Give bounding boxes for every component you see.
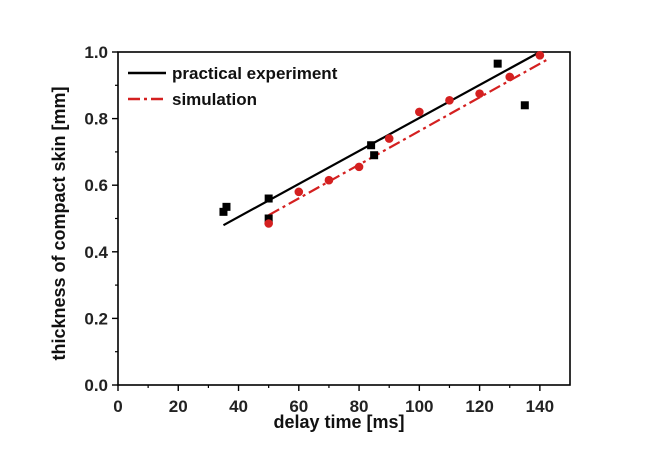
point-experiment bbox=[264, 194, 273, 203]
point-experiment bbox=[493, 59, 502, 68]
x-tick-label: 120 bbox=[465, 397, 493, 416]
axis-ticks: 0 20 40 60 80 100 120 140 0.0 0.2 0.4 0.6 0.8 1.0 bbox=[84, 43, 554, 416]
y-tick-label: 0.0 bbox=[84, 376, 108, 395]
x-tick-label: 60 bbox=[289, 397, 308, 416]
point-simulation bbox=[294, 187, 304, 197]
point-simulation bbox=[445, 95, 454, 105]
point-simulation bbox=[324, 175, 334, 185]
point-simulation bbox=[475, 89, 484, 98]
y-tick-label: 0.2 bbox=[84, 309, 108, 328]
point-simulation bbox=[384, 134, 394, 143]
point-simulation bbox=[354, 162, 364, 172]
point-experiment bbox=[219, 207, 228, 216]
x-tick-label: 20 bbox=[169, 397, 188, 416]
legend-label: simulation bbox=[172, 90, 257, 109]
point-experiment bbox=[520, 101, 529, 110]
point-simulation bbox=[535, 51, 545, 60]
point-experiment bbox=[367, 141, 376, 150]
point-simulation bbox=[264, 219, 273, 228]
y-tick-label: 0.4 bbox=[84, 243, 108, 262]
point-experiment bbox=[222, 202, 231, 211]
x-tick-label: 100 bbox=[405, 397, 433, 416]
legend-label: practical experiment bbox=[172, 64, 338, 83]
fit-line-simulation bbox=[268, 57, 550, 217]
point-simulation bbox=[505, 72, 515, 82]
y-tick-label: 0.8 bbox=[84, 110, 108, 129]
x-tick-label: 0 bbox=[113, 397, 122, 416]
legend: practical experiment simulation bbox=[128, 64, 338, 109]
y-tick-label: 0.6 bbox=[84, 176, 108, 195]
x-tick-label: 140 bbox=[526, 397, 554, 416]
point-experiment bbox=[370, 151, 379, 160]
point-experiment bbox=[264, 214, 273, 223]
point-simulation bbox=[415, 107, 424, 117]
fit-line-experiment bbox=[222, 51, 541, 227]
x-tick-label: 80 bbox=[350, 397, 369, 416]
data-points bbox=[219, 51, 545, 228]
x-axis-label: delay time [ms] bbox=[273, 412, 404, 432]
x-tick-label: 40 bbox=[229, 397, 248, 416]
y-axis-label: thickness of compact skin [mm] bbox=[49, 86, 69, 360]
y-tick-label: 1.0 bbox=[84, 43, 108, 62]
fit-lines bbox=[222, 51, 550, 227]
